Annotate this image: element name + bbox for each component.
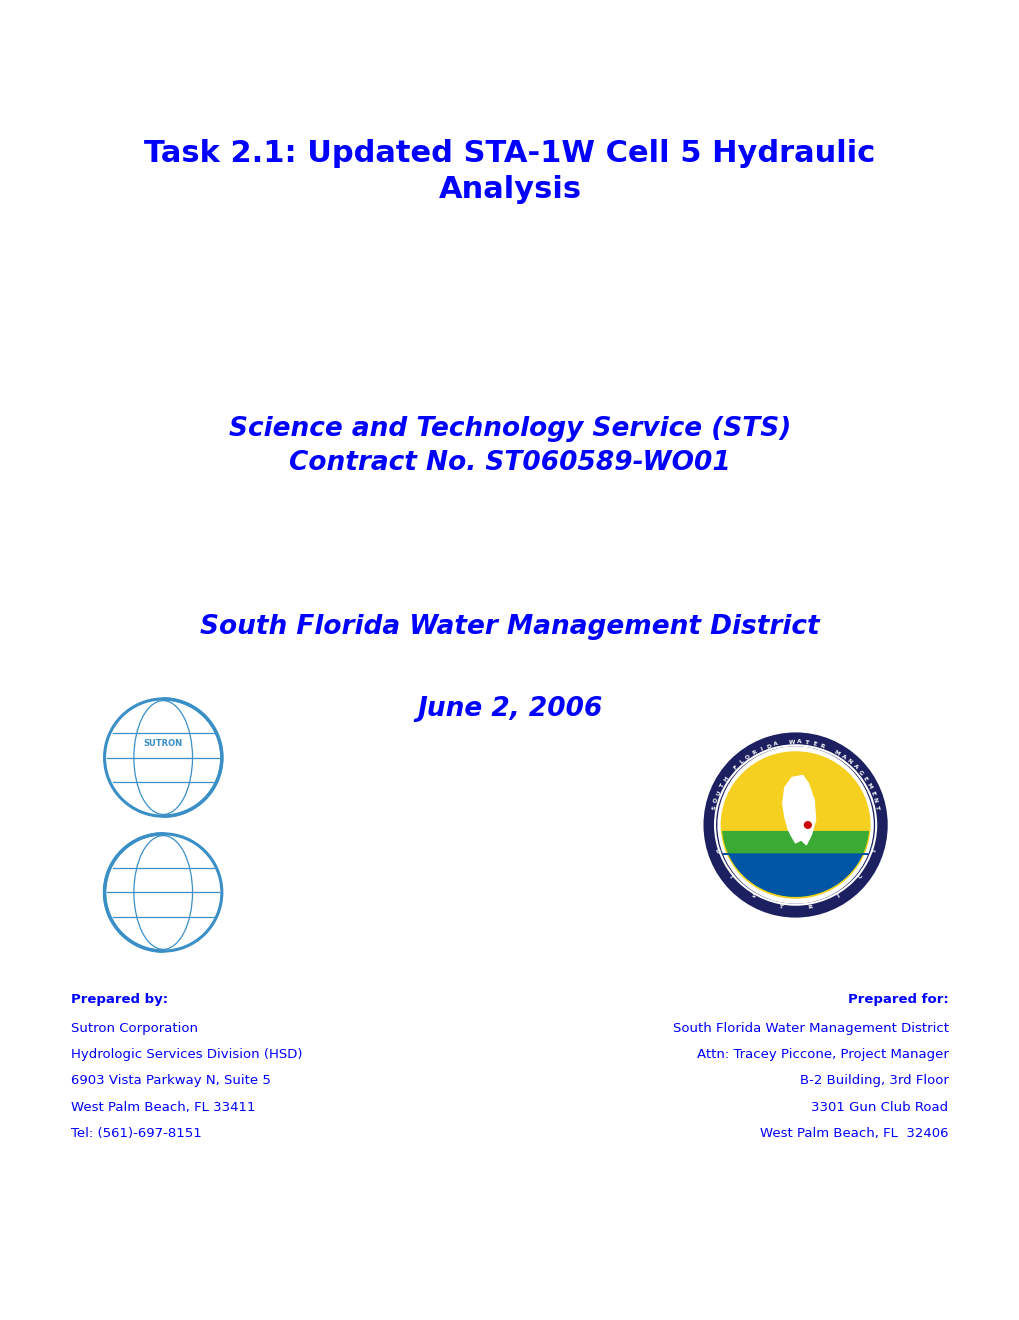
Text: U: U: [715, 789, 721, 796]
Text: A: A: [772, 742, 779, 747]
Text: C: C: [857, 874, 863, 880]
Text: W: W: [788, 739, 794, 744]
Text: H: H: [722, 776, 729, 783]
Text: E: E: [868, 791, 874, 796]
Text: Prepared by:: Prepared by:: [71, 993, 168, 1006]
Text: E: E: [861, 776, 867, 783]
Text: A: A: [797, 739, 801, 744]
Text: I: I: [836, 894, 840, 899]
Text: 6903 Vista Parkway N, Suite 5: 6903 Vista Parkway N, Suite 5: [71, 1074, 271, 1088]
Text: Sutron Corporation: Sutron Corporation: [71, 1022, 199, 1035]
Text: R: R: [818, 743, 824, 750]
Ellipse shape: [719, 751, 870, 899]
Polygon shape: [782, 776, 815, 845]
Polygon shape: [722, 854, 868, 896]
Text: D: D: [765, 743, 771, 750]
Text: T: T: [777, 904, 783, 909]
Text: F: F: [733, 764, 739, 771]
Text: T: T: [718, 783, 725, 789]
Text: Prepared for:: Prepared for:: [847, 993, 948, 1006]
Text: Tel: (561)-697-8151: Tel: (561)-697-8151: [71, 1127, 202, 1140]
Text: I: I: [728, 874, 733, 879]
Text: O: O: [744, 754, 751, 760]
Text: South Florida Water Management District: South Florida Water Management District: [672, 1022, 948, 1035]
Text: West Palm Beach, FL  32406: West Palm Beach, FL 32406: [759, 1127, 948, 1140]
Text: June 2, 2006: June 2, 2006: [417, 696, 602, 722]
Text: T: T: [804, 741, 809, 746]
Text: D: D: [712, 847, 719, 854]
Text: O: O: [712, 797, 718, 804]
Text: A: A: [839, 754, 846, 760]
Text: South Florida Water Management District: South Florida Water Management District: [200, 614, 819, 640]
Text: E: E: [811, 742, 816, 747]
Text: T: T: [871, 847, 876, 853]
Text: A: A: [851, 764, 858, 771]
Text: SUTRON: SUTRON: [144, 739, 182, 748]
Text: S: S: [749, 894, 755, 899]
Text: M: M: [864, 783, 871, 789]
Text: N: N: [845, 758, 852, 766]
Ellipse shape: [710, 739, 880, 911]
Text: Hydrologic Services Division (HSD): Hydrologic Services Division (HSD): [71, 1048, 303, 1061]
Ellipse shape: [803, 821, 811, 829]
Text: I: I: [759, 747, 763, 752]
Text: Science and Technology Service (STS)
Contract No. ST060589-WO01: Science and Technology Service (STS) Con…: [228, 416, 791, 475]
Text: B-2 Building, 3rd Floor: B-2 Building, 3rd Floor: [799, 1074, 948, 1088]
Text: Attn: Tracey Piccone, Project Manager: Attn: Tracey Piccone, Project Manager: [696, 1048, 948, 1061]
Text: Task 2.1: Updated STA-1W Cell 5 Hydraulic
Analysis: Task 2.1: Updated STA-1W Cell 5 Hydrauli…: [145, 139, 874, 203]
Text: M: M: [833, 750, 840, 756]
Text: S: S: [710, 805, 716, 810]
Polygon shape: [722, 832, 868, 896]
Text: T: T: [873, 805, 879, 810]
Text: N: N: [871, 797, 877, 804]
Text: R: R: [751, 750, 757, 756]
Text: 3301 Gun Club Road: 3301 Gun Club Road: [811, 1101, 948, 1114]
Text: R: R: [807, 904, 812, 909]
Text: L: L: [738, 759, 744, 764]
Text: West Palm Beach, FL 33411: West Palm Beach, FL 33411: [71, 1101, 256, 1114]
Text: G: G: [856, 770, 863, 776]
Ellipse shape: [715, 746, 875, 904]
